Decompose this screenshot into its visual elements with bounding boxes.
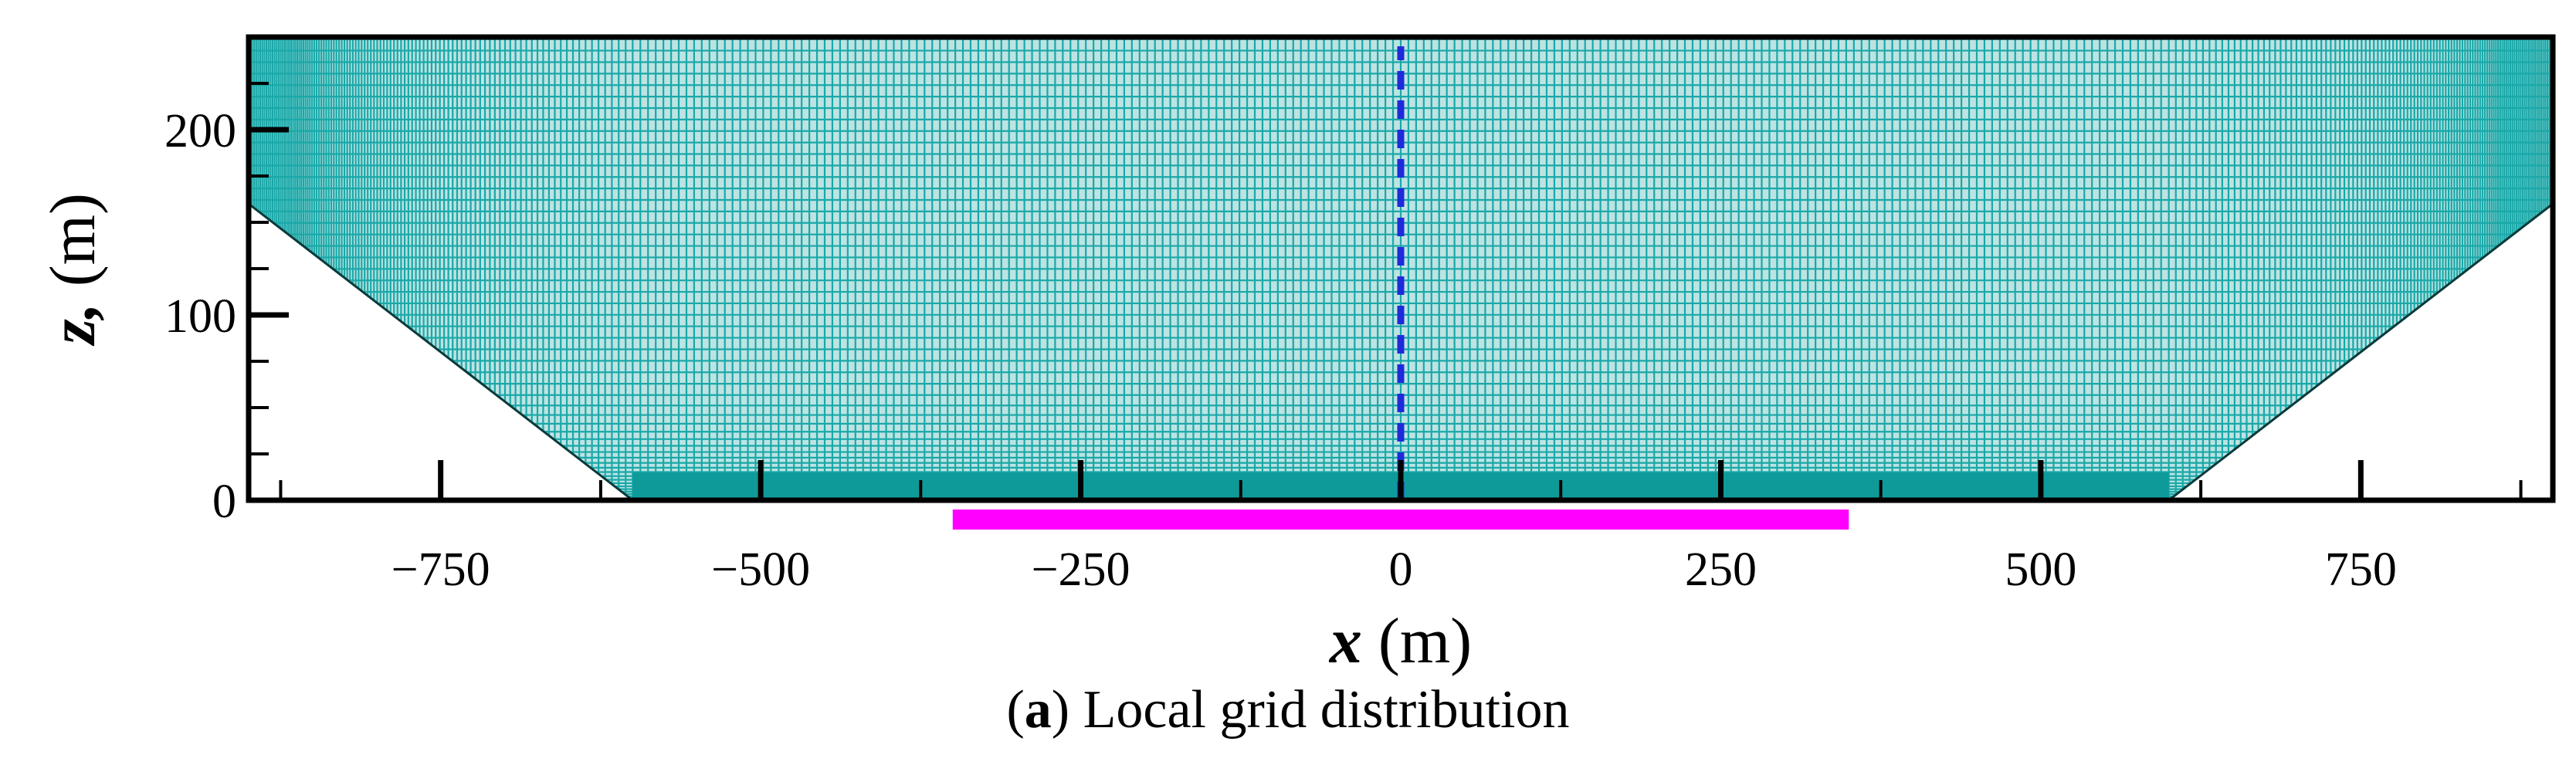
y-tick-label: 100	[164, 290, 236, 343]
caption-letter: a	[1024, 680, 1052, 740]
mesh-boundary	[249, 202, 2553, 500]
x-tick-label: 250	[1685, 543, 1757, 596]
x-axis-title: x (m)	[1328, 605, 1472, 677]
x-tick-label: 500	[2005, 543, 2076, 596]
x-axis-var: x	[1328, 605, 1362, 677]
y-axis-var: z,	[37, 303, 109, 347]
x-tick-label: −750	[391, 543, 490, 596]
x-tick-label: −250	[1032, 543, 1130, 596]
x-tick-label: 0	[1389, 543, 1413, 596]
y-tick-label: 200	[164, 105, 236, 157]
x-tick-label: 750	[2325, 543, 2397, 596]
caption-text: Local grid distribution	[1083, 680, 1570, 740]
mesh-lines	[249, 37, 2553, 500]
annotations	[952, 46, 1849, 530]
y-axis-unit: (m)	[37, 193, 109, 303]
source-bar	[952, 509, 1849, 530]
x-axis-unit: (m)	[1362, 605, 1472, 677]
y-axis-title: z, (m)	[37, 193, 109, 347]
axes	[246, 34, 2556, 503]
x-tick-label: −500	[711, 543, 810, 596]
y-tick-label: 0	[212, 476, 236, 528]
figure-caption: (a) Local grid distribution	[1006, 680, 1570, 740]
mesh-grid	[249, 37, 2553, 500]
